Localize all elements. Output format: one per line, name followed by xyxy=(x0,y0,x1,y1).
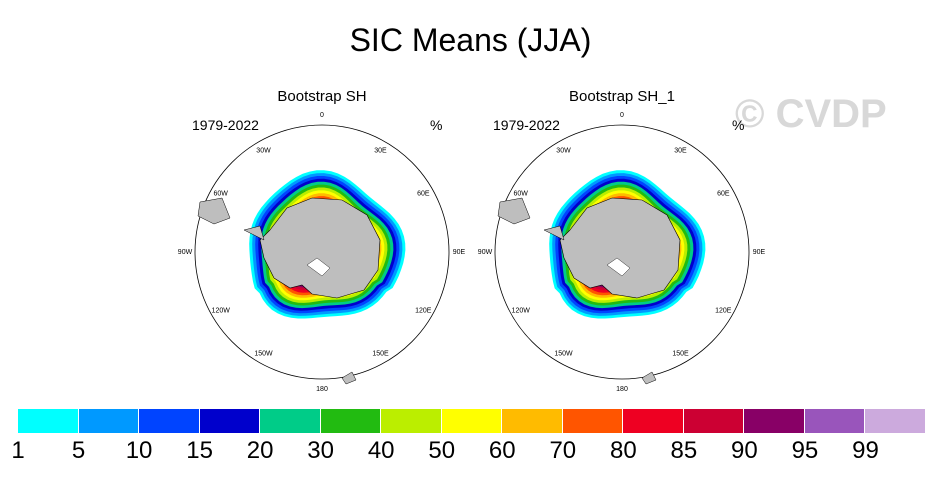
colorbar-box xyxy=(744,409,805,433)
longitude-label: 90E xyxy=(453,249,466,256)
longitude-label: 0 xyxy=(620,112,624,119)
colorbar-box xyxy=(199,409,261,433)
panel-period: 1979-2022 xyxy=(192,117,259,133)
longitude-label: 120E xyxy=(715,308,732,315)
new-zealand-landmass xyxy=(341,371,357,385)
colorbar-box xyxy=(78,409,140,433)
longitude-label: 180 xyxy=(316,386,328,393)
colorbar-box xyxy=(320,409,382,433)
colorbar-label: 95 xyxy=(791,437,819,464)
colorbar-box xyxy=(623,409,684,433)
longitude-label: 30E xyxy=(374,148,387,155)
antarctic-peninsula xyxy=(543,225,565,241)
longitude-label: 180 xyxy=(616,386,628,393)
colorbar-label: 1 xyxy=(11,437,25,464)
colorbar-label: 99 xyxy=(852,437,879,464)
map-panel-2: Bootstrap SH_1 1979-2022 % 0 30E 60E 90E 120… xyxy=(452,80,792,400)
figure-title: SIC Means (JJA) xyxy=(349,22,592,58)
ice-shelf xyxy=(606,257,631,277)
longitude-label: 30W xyxy=(556,148,571,155)
panel-period: 1979-2022 xyxy=(493,117,560,133)
longitude-label: 90W xyxy=(178,249,193,256)
panel-title: Bootstrap SH xyxy=(277,88,367,105)
antarctica-landmass xyxy=(259,197,381,299)
longitude-label: 90W xyxy=(478,249,493,256)
colorbar-label: 20 xyxy=(246,437,274,464)
new-zealand-landmass xyxy=(641,371,657,385)
colorbar-label: 30 xyxy=(307,437,335,464)
antarctica-landmass xyxy=(559,197,681,299)
colorbar xyxy=(18,409,926,433)
colorbar-label: 80 xyxy=(609,437,637,464)
colorbar-box xyxy=(562,409,624,433)
colorbar-box xyxy=(139,409,200,433)
colorbar-box xyxy=(865,409,926,433)
longitude-label: 120W xyxy=(212,308,231,315)
antarctic-peninsula xyxy=(243,225,265,241)
longitude-label: 60E xyxy=(417,191,430,198)
longitude-label: 120W xyxy=(512,308,531,315)
longitude-label: 150E xyxy=(672,350,689,357)
colorbar-box xyxy=(441,409,503,433)
colorbar-label: 90 xyxy=(731,437,758,464)
panel-units: % xyxy=(732,117,745,133)
colorbar-box xyxy=(502,409,563,433)
longitude-label: 30W xyxy=(256,148,271,155)
longitude-label: 30E xyxy=(674,148,687,155)
longitude-label: 150E xyxy=(372,350,389,357)
longitude-label: 150W xyxy=(554,350,573,357)
longitude-label: 60E xyxy=(717,191,730,198)
longitude-label: 120E xyxy=(415,308,432,315)
panel-title: Bootstrap SH_1 xyxy=(569,88,675,105)
longitude-label: 150W xyxy=(254,350,273,357)
south-america-landmass xyxy=(497,197,531,225)
longitude-label: 60W xyxy=(213,191,228,198)
colorbar-label: 70 xyxy=(549,437,577,464)
colorbar-label: 10 xyxy=(125,437,153,464)
colorbar-box xyxy=(381,409,442,433)
colorbar-label: 40 xyxy=(367,437,395,464)
longitude-label: 90E xyxy=(753,249,766,256)
south-america-landmass xyxy=(197,197,231,225)
colorbar-label: 15 xyxy=(186,437,213,464)
colorbar-label: 85 xyxy=(670,437,698,464)
longitude-label: 0 xyxy=(320,112,324,119)
map-panel-1: Bootstrap SH 1979-2022 % 0 30E 60E 90E 120E 1… xyxy=(152,80,492,400)
colorbar-label: 60 xyxy=(488,437,516,464)
colorbar-box xyxy=(683,409,745,433)
colorbar-label: 5 xyxy=(71,437,86,464)
colorbar-box xyxy=(260,409,321,433)
panel-units: % xyxy=(430,117,443,133)
polar-map: 0 30E 60E 90E 120E 150E 180 150W 120W 90W 60W 30W xyxy=(478,112,766,393)
colorbar-box xyxy=(804,409,866,433)
colorbar-box xyxy=(18,409,79,433)
polar-map: 0 30E 60E 90E 120E 150E 180 150W 120W 90W 60W 30W xyxy=(178,112,466,393)
longitude-label: 60W xyxy=(513,191,528,198)
ice-shelf xyxy=(306,257,331,277)
colorbar-label: 50 xyxy=(428,437,456,464)
watermark: © CVDP xyxy=(735,92,887,136)
